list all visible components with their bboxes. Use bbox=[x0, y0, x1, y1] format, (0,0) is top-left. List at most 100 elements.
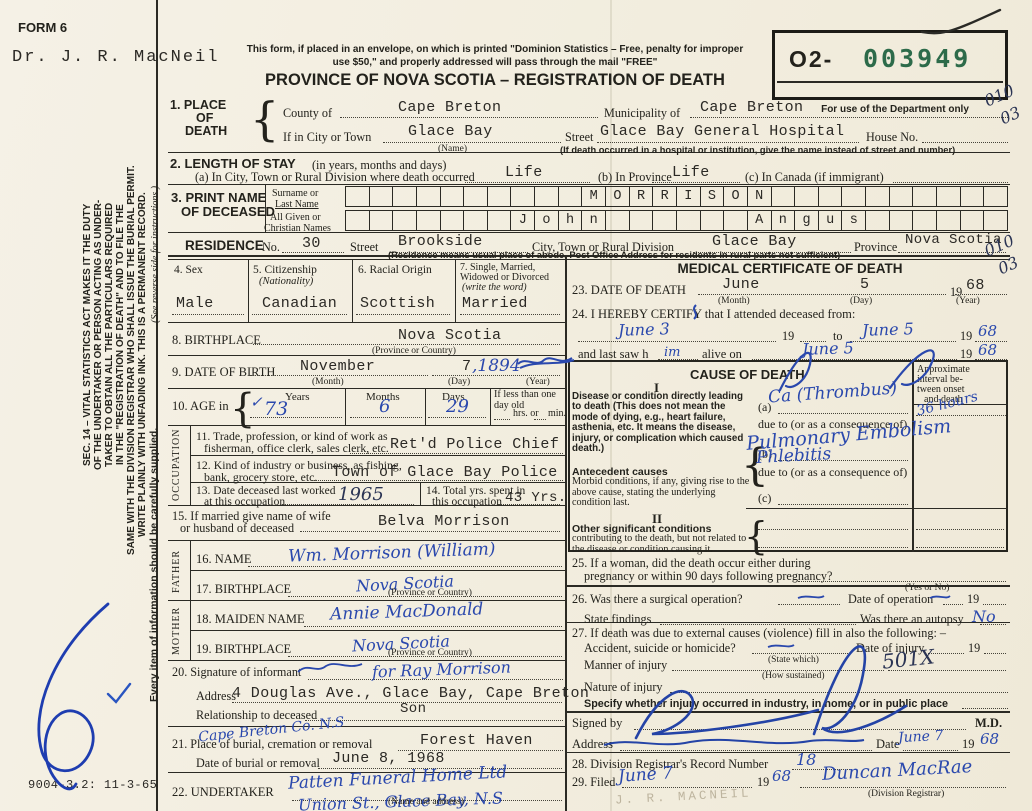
age-days-value[interactable]: 29 bbox=[446, 396, 469, 417]
residence-no-value[interactable]: 30 bbox=[302, 235, 321, 252]
s14-label-2: this occupation bbox=[432, 496, 502, 508]
father-name-value[interactable]: Wm. Morrison (William) bbox=[287, 539, 496, 567]
hospital-caption: (If death occurred in a hospital or inst… bbox=[560, 145, 956, 155]
s11-value[interactable]: Ret'd Police Chief bbox=[390, 436, 560, 453]
mother-maiden-value[interactable]: Annie MacDonald bbox=[329, 599, 484, 625]
sign-year-handwritten[interactable]: 68 bbox=[980, 730, 1000, 748]
citizenship-value[interactable]: Canadian bbox=[262, 295, 338, 312]
dotted-line bbox=[253, 343, 560, 345]
mail-notice-line1: This form, if placed in an envelope, on … bbox=[246, 44, 744, 55]
s14-value[interactable]: 43 Yrs. bbox=[505, 490, 567, 506]
operation-date-label: Date of operation bbox=[848, 592, 934, 606]
rule bbox=[190, 630, 565, 632]
s15-label-1: 15. If married give name of wife bbox=[172, 509, 331, 523]
age-years-value[interactable]: 73 bbox=[264, 398, 289, 420]
municipality-value[interactable]: Cape Breton bbox=[700, 99, 804, 116]
filed-date-handwritten[interactable]: June 7 bbox=[617, 763, 674, 787]
medical-certificate-title: MEDICAL CERTIFICATE OF DEATH bbox=[677, 261, 903, 276]
yes-or-no-caption: (Yes or No) bbox=[905, 583, 950, 593]
dotted-line bbox=[312, 479, 563, 481]
cause-due-label-2: due to (or as a consequence of) bbox=[758, 465, 908, 479]
filed-label: 29. Filed bbox=[572, 775, 616, 789]
wife-name-value[interactable]: Belva Morrison bbox=[378, 513, 510, 530]
dotted-line bbox=[658, 358, 698, 360]
last-saw-year-handwritten[interactable]: 68 bbox=[978, 341, 998, 359]
s12-label-1: 12. Kind of industry or business, as fis… bbox=[196, 458, 402, 472]
division-registrar-signature[interactable]: Duncan MacRae bbox=[821, 756, 973, 785]
s2b-label: (b) In Province bbox=[598, 170, 672, 184]
age-months-value[interactable]: 6 bbox=[379, 396, 391, 417]
attended-to-handwritten[interactable]: June 5 bbox=[861, 319, 915, 340]
death-day-value[interactable]: 5 bbox=[860, 276, 870, 293]
dob-label: 9. DATE OF BIRTH bbox=[172, 365, 276, 379]
dotted-line bbox=[308, 678, 563, 680]
s2-title-sub: (in years, months and days) bbox=[312, 158, 447, 172]
sex-value[interactable]: Male bbox=[176, 295, 214, 312]
s12-value[interactable]: Town of Glace Bay Police bbox=[332, 464, 558, 481]
marital-value[interactable]: Married bbox=[462, 295, 528, 312]
s27-label-4: Nature of injury bbox=[584, 680, 663, 694]
racial-origin-value[interactable]: Scottish bbox=[360, 295, 436, 312]
ink-strikeout bbox=[517, 357, 575, 369]
rule bbox=[168, 540, 565, 542]
residence-province-value[interactable]: Nova Scotia bbox=[905, 232, 1002, 248]
year-19-label: 19 bbox=[960, 347, 973, 361]
dotted-line bbox=[350, 452, 563, 454]
sidebar-sec14-line: TAKER TO OBTAIN ALL THE PARTICULARS REQU… bbox=[104, 202, 115, 468]
dotted-line bbox=[758, 546, 908, 548]
dotted-line bbox=[250, 374, 428, 376]
informant-relationship-value[interactable]: Son bbox=[400, 701, 427, 717]
burial-date-value[interactable]: June 8, 1968 bbox=[332, 750, 445, 767]
rule bbox=[265, 184, 267, 232]
rule bbox=[190, 482, 565, 484]
dotted-line bbox=[597, 141, 859, 143]
residence-city-value[interactable]: Glace Bay bbox=[712, 233, 797, 250]
death-year-value[interactable]: 68 bbox=[966, 277, 985, 294]
county-value[interactable]: Cape Breton bbox=[398, 99, 502, 116]
rule bbox=[565, 752, 1010, 754]
serial-prefix: O2- bbox=[789, 46, 834, 72]
s2-title: 2. LENGTH OF STAY bbox=[170, 156, 296, 171]
s13-value[interactable]: 1965 bbox=[338, 484, 384, 505]
cause-of-death-box bbox=[568, 360, 1008, 552]
dotted-line bbox=[983, 603, 1006, 605]
age-months-label: Months bbox=[366, 391, 400, 403]
interval-header-line: interval be- bbox=[917, 374, 963, 385]
birthplace-value[interactable]: Nova Scotia bbox=[398, 327, 502, 344]
dob-day-value[interactable]: 7 bbox=[462, 358, 472, 375]
dotted-line bbox=[460, 313, 560, 315]
dotted-line bbox=[975, 358, 1007, 360]
attended-year-handwritten[interactable]: 68 bbox=[978, 322, 998, 340]
registrar-record-handwritten[interactable]: 18 bbox=[796, 750, 817, 769]
dob-year-handwritten[interactable]: ,1894 bbox=[472, 356, 521, 376]
attended-from-handwritten[interactable]: June 3 bbox=[617, 319, 671, 340]
sidebar-see-reverse: (See reverse side for instructions.) bbox=[150, 185, 161, 324]
informant-address-value[interactable]: 4 Douglas Ave., Glace Bay, Cape Breton bbox=[232, 685, 590, 702]
street-value[interactable]: Glace Bay General Hospital bbox=[600, 123, 845, 140]
s2b-value[interactable]: Life bbox=[672, 164, 710, 181]
dotted-line bbox=[356, 313, 450, 315]
birthplace-caption: (Province or Country) bbox=[372, 346, 456, 356]
sign-date-handwritten[interactable]: June 7 bbox=[897, 727, 944, 747]
rule bbox=[746, 508, 1008, 510]
autopsy-answer-handwritten[interactable]: No bbox=[972, 607, 996, 626]
burial-place-value[interactable]: Forest Haven bbox=[420, 732, 533, 749]
dotted-line bbox=[620, 749, 872, 751]
residence-street-value[interactable]: Brookside bbox=[398, 233, 483, 250]
s25-label-2: pregnancy or within 90 days following pr… bbox=[584, 569, 833, 583]
father-birthplace-label: 17. BIRTHPLACE bbox=[196, 582, 292, 596]
dob-month-value[interactable]: November bbox=[300, 358, 376, 375]
him-handwritten[interactable]: im bbox=[664, 345, 681, 360]
dotted-line bbox=[943, 603, 963, 605]
s2a-value[interactable]: Life bbox=[505, 164, 543, 181]
city-value[interactable]: Glace Bay bbox=[408, 123, 493, 140]
death-month-value[interactable]: June bbox=[722, 276, 760, 293]
certify-label: 24. I HEREBY CERTIFY that I attended dec… bbox=[572, 307, 856, 321]
filed-year-handwritten[interactable]: 68 bbox=[772, 767, 792, 785]
ink-scribble bbox=[297, 663, 363, 673]
rule bbox=[168, 355, 565, 357]
age-min-label: min. bbox=[548, 408, 567, 419]
s12-label-2: bank, grocery store, etc. bbox=[204, 470, 318, 484]
